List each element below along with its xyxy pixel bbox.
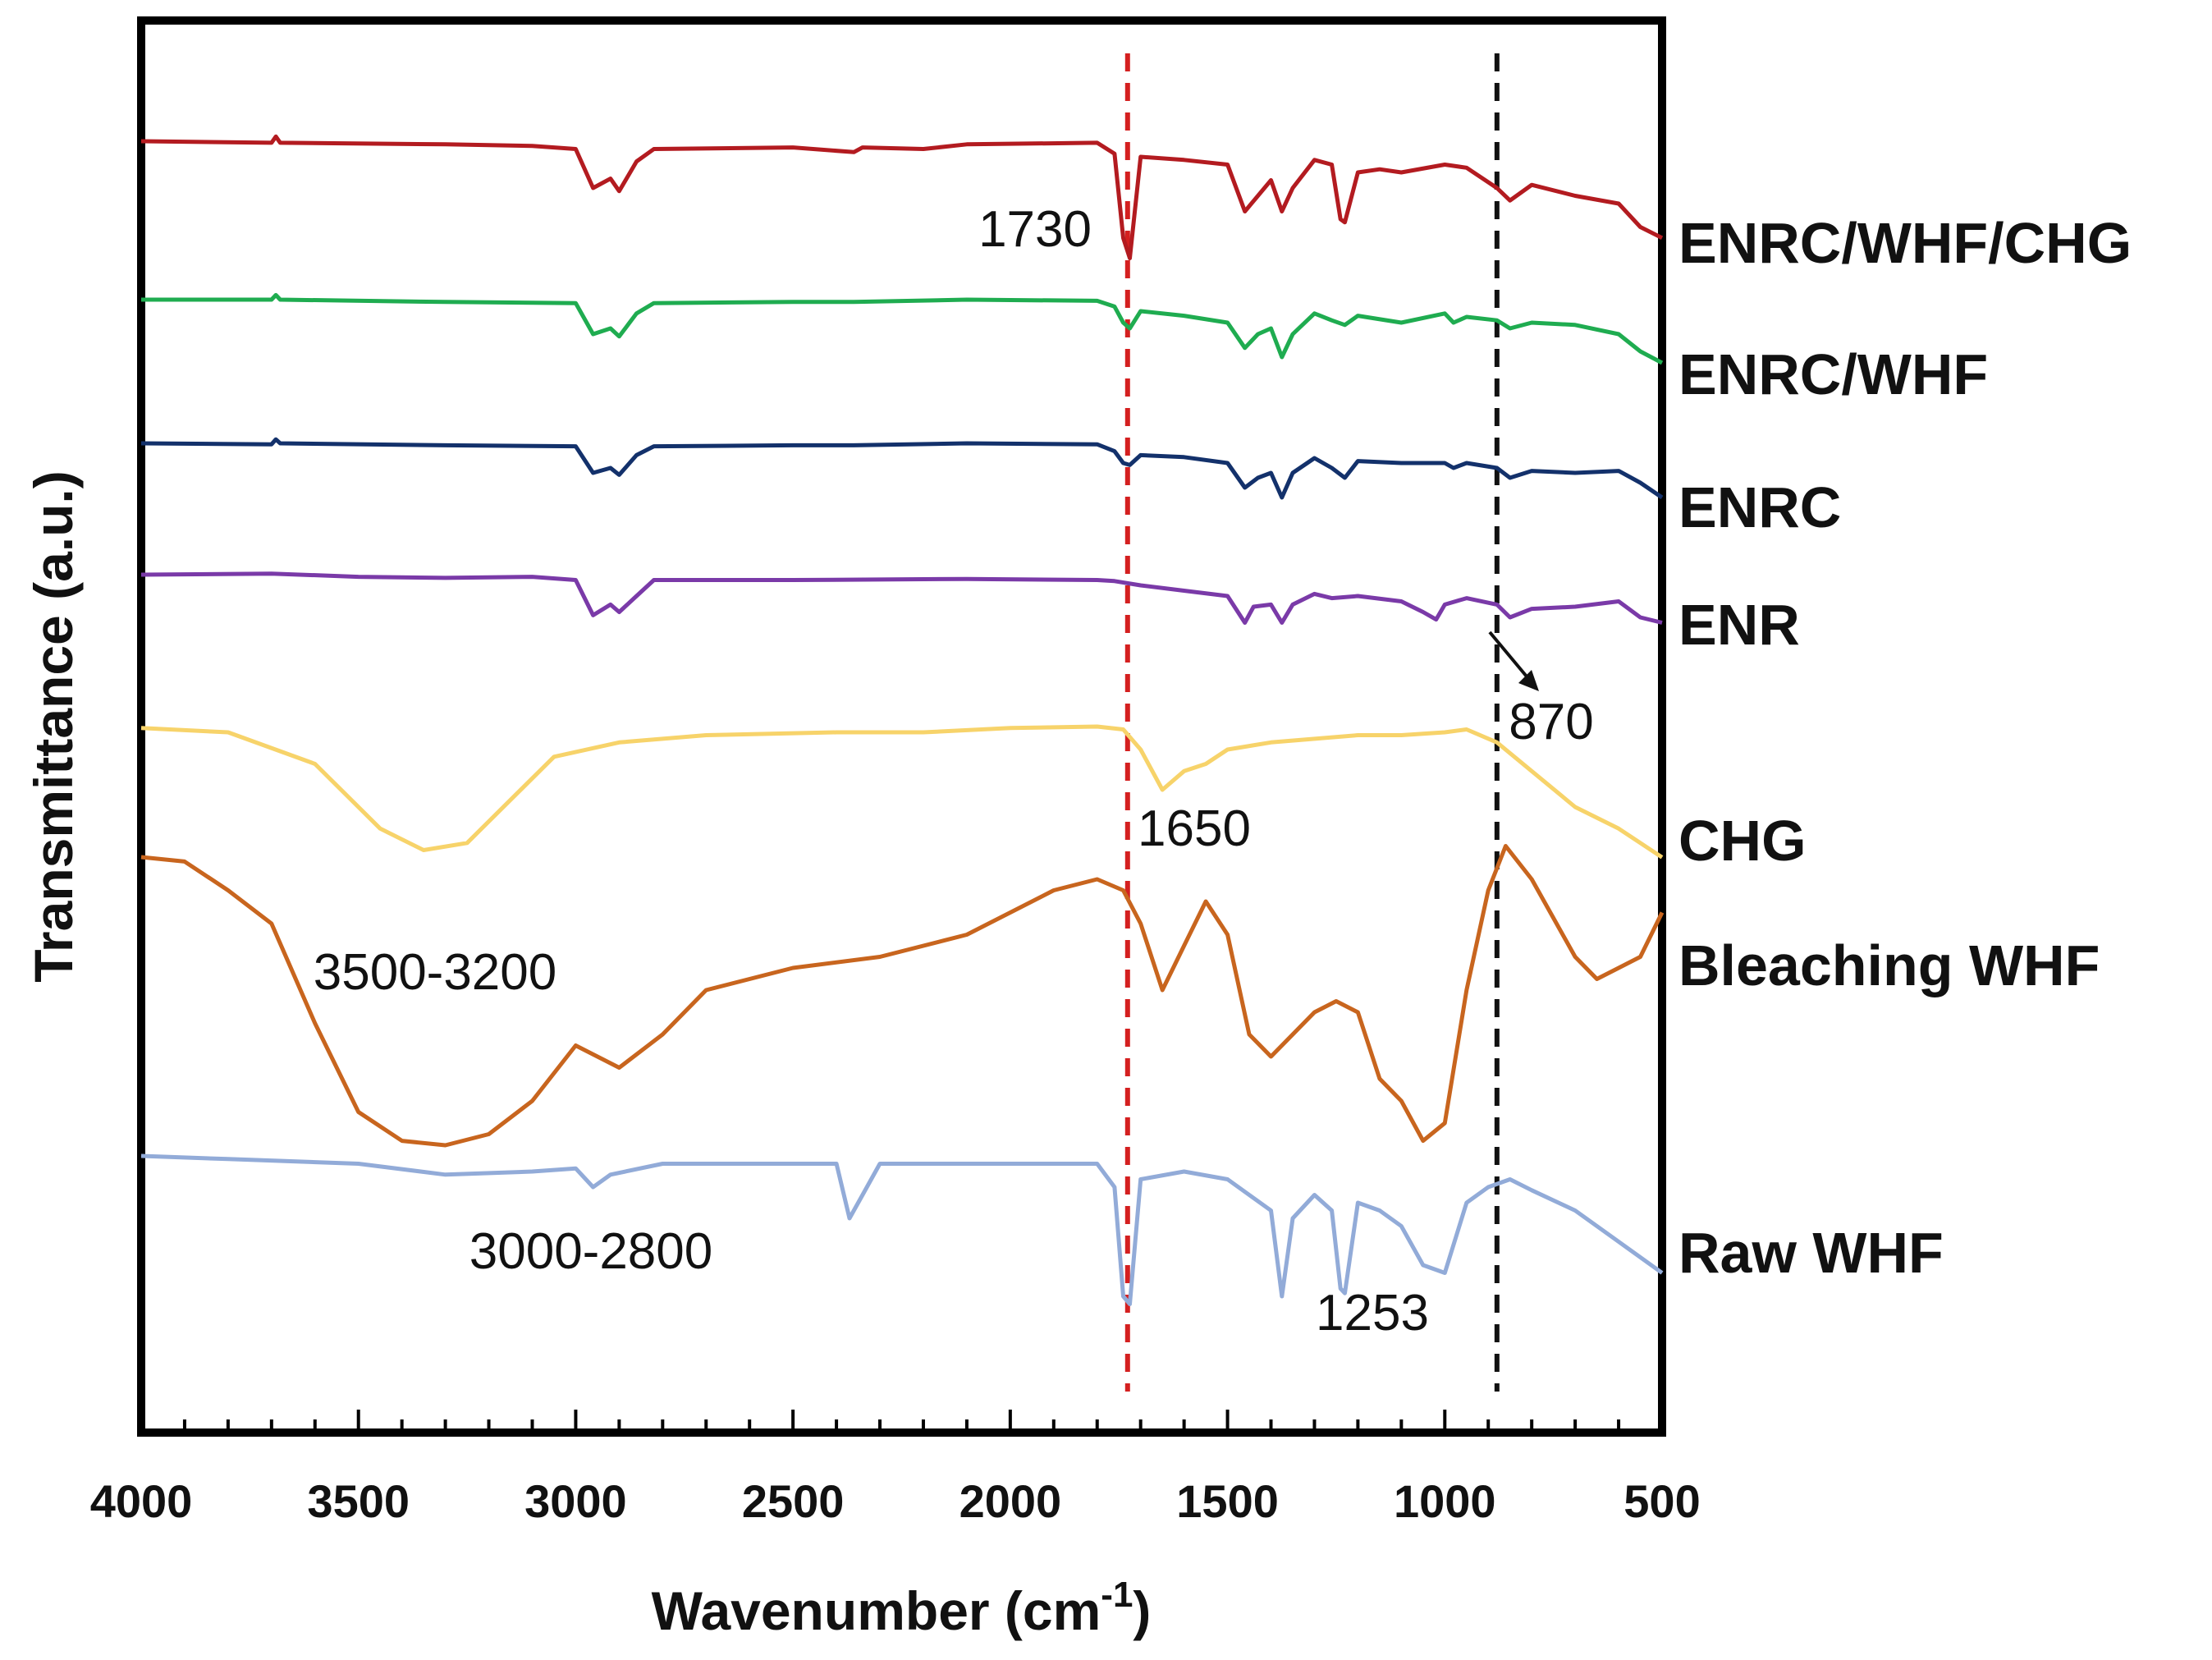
series-line-chg <box>140 724 1664 860</box>
plot-frame <box>137 16 1666 1437</box>
series-group <box>140 134 1665 1306</box>
x-tick-label-1500: 1500 <box>1176 1475 1279 1527</box>
series-label-chg: CHG <box>1678 809 1807 873</box>
x-tick-label-2500: 2500 <box>742 1475 845 1527</box>
x-axis-title-close: ) <box>1133 1580 1151 1641</box>
series-line-raw-whf <box>140 1153 1664 1306</box>
annotation-arrow-870 <box>1488 631 1532 683</box>
x-tick-label-3000: 3000 <box>524 1475 627 1527</box>
annotation-1730: 1730 <box>978 201 1092 258</box>
series-label-enr: ENR <box>1678 593 1800 657</box>
x-tick-label-1000: 1000 <box>1394 1475 1496 1527</box>
x-axis-title: Wavenumber (cm-1) <box>652 1575 1152 1641</box>
series-label-enrc: ENRC <box>1678 475 1841 539</box>
annotation-3500-3200: 3500-3200 <box>314 944 557 1001</box>
annotation-1253: 1253 <box>1316 1285 1429 1341</box>
annotations: 1730 1650 870 3500-3200 3000-2800 1253 <box>314 201 1594 1341</box>
series-line-bleaching-whf <box>140 844 1665 1148</box>
series-line-enrc-whf <box>141 292 1664 365</box>
annotation-870: 870 <box>1509 694 1593 750</box>
series-line-enr <box>140 571 1663 625</box>
annotation-arrowhead-870 <box>1518 670 1539 691</box>
series-label-enrc-whf-chg: ENRC/WHF/CHG <box>1678 211 2132 275</box>
x-axis-title-sup: -1 <box>1101 1575 1133 1615</box>
x-axis-title-main: Wavenumber (cm <box>652 1580 1101 1641</box>
x-tick-label-3500: 3500 <box>307 1475 410 1527</box>
annotation-1650: 1650 <box>1138 800 1251 857</box>
series-line-enrc-whf-chg <box>140 134 1664 260</box>
annotation-3000-2800: 3000-2800 <box>469 1223 713 1280</box>
series-labels: ENRC/WHF/CHG ENRC/WHF ENRC ENR CHG Bleaching … <box>1678 211 2132 1285</box>
x-tick-label-4000: 4000 <box>90 1475 193 1527</box>
x-ticks: 4000 3500 3000 2500 2000 1500 1000 500 <box>90 1410 1701 1527</box>
x-tick-label-2000: 2000 <box>959 1475 1062 1527</box>
series-line-enrc <box>140 437 1664 500</box>
series-label-enrc-whf: ENRC/WHF <box>1678 342 1988 406</box>
series-label-bleaching-whf: Bleaching WHF <box>1678 933 2100 997</box>
x-tick-label-500: 500 <box>1624 1475 1700 1527</box>
series-label-raw-whf: Raw WHF <box>1678 1221 1944 1285</box>
reference-lines <box>1124 53 1500 1392</box>
y-axis-title: Transmittance (a.u.) <box>23 470 84 983</box>
